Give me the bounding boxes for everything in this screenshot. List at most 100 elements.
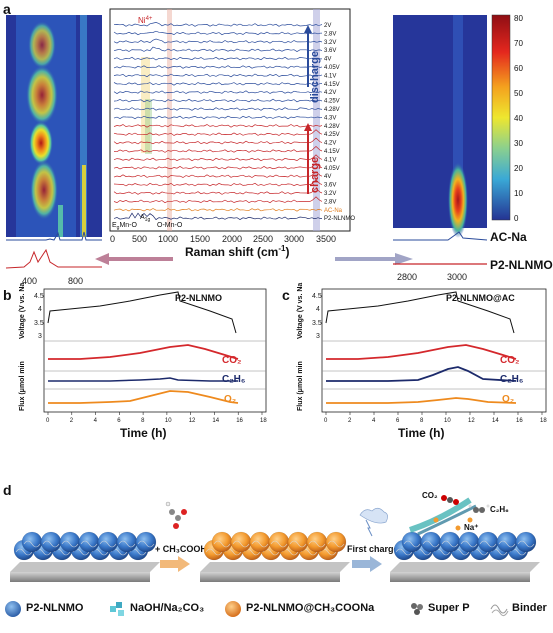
cx-4: 2000 [222,234,242,244]
b-title: P2-NLNMO [175,293,222,303]
c-ylabel-top: Voltage (V vs. Na [297,283,304,339]
left-xtick-1: 800 [68,276,83,286]
raman-trace [113,82,323,86]
particle [420,531,442,553]
raman-trace [113,46,323,53]
trace-label: 4.28V [324,124,340,130]
trace-label: 4.25V [324,132,340,138]
time-tick: 0 [46,418,50,424]
particle [439,531,461,553]
eg-mno: Mn-O [119,222,137,229]
c-xlabel: Time (h) [398,426,444,440]
raman-trace [113,129,323,136]
time-tick: 14 [212,418,219,424]
legend-ac: P2-NLNMO@CH₃COONa [246,602,375,614]
raman-trace [113,124,323,128]
panel-b-plot: P2-NLNMO CO₂ C₂H₆ O₂ 4.5 4 3.5 3 Voltage… [19,283,267,440]
rx-1: 3000 [447,272,467,282]
colorbar-tick: 80 [514,14,523,23]
trace-label: 4.28V [324,107,340,113]
raman-trace [113,171,323,178]
cx-5: 2500 [253,234,273,244]
trace-label: 2V [324,23,331,29]
raman-trace [113,30,323,36]
cx-1: 500 [132,234,147,244]
time-tick: 16 [516,418,523,424]
raman-trace [113,73,323,78]
trace-label: 3.2V [324,40,336,46]
trace-label: 4.15V [324,149,340,155]
raman-trace [113,38,323,44]
cx-2: 1000 [158,234,178,244]
particle [477,531,499,553]
colorbar-tick: 10 [514,189,523,198]
trace-label: 2.8V [324,31,336,37]
right-spectrum-p2: 2800 3000 [393,263,487,282]
legend-binder: Binder [512,602,547,614]
raman-trace [113,56,323,61]
time-tick: 6 [396,418,400,424]
particle [249,531,271,553]
c-title: P2-NLNMO@AC [446,293,515,303]
b-c2h6: C₂H₆ [222,374,245,385]
time-tick: 4 [94,418,98,424]
ni-label-sup: 4+ [146,16,153,22]
particle [230,531,252,553]
raman-trace [113,179,323,187]
ni-label: Ni [138,16,146,25]
c-vt0: 4.5 [312,293,322,300]
cx-0: 0 [110,234,115,244]
c-vt1: 4 [316,306,320,313]
b-vt1: 4 [38,306,42,313]
c-o2: O₂ [502,394,514,405]
time-tick: 4 [372,418,376,424]
trace-label: 4.1V [324,73,336,79]
time-tick: 6 [117,418,121,424]
colorbar-tick: 30 [514,139,523,148]
raman-trace [113,188,323,195]
raman-center-plot: Ni4+ 2V 2.8V 3.2V 3.6V 4V 4.05V 4.1V 4.15V 4.2V 4… [109,8,355,232]
raman-trace [113,137,323,145]
trace-label: 2.8V [324,199,336,205]
c-ylabel-bottom: Flux (μmol min [297,361,304,411]
raman-trace [113,22,323,27]
step2-label: First charge [347,544,399,554]
legend-p2-icon [5,601,21,617]
time-tick: 18 [260,418,267,424]
trace-label: 4.05V [324,166,340,172]
raman-trace [113,146,323,153]
b-ylabel-top: Voltage (V vs. Na [19,283,26,339]
raman-trace [113,115,323,120]
left-heatmap [6,15,102,237]
trace-label: 4V [324,57,331,63]
trace-label: 4.2V [324,90,336,96]
svg-text:EgMn-O: EgMn-O [112,222,138,231]
trace-label: 4.05V [324,65,340,71]
raman-trace [113,212,323,221]
time-tick: 8 [141,418,145,424]
colorbar-tick: 40 [514,114,523,123]
colorbar-tick: 50 [514,89,523,98]
right-heatmap [393,15,487,238]
time-tick: 2 [70,418,74,424]
raman-trace [113,208,323,212]
svg-text:A1g: A1g [140,214,150,223]
time-tick: 10 [444,418,451,424]
raman-trace [113,196,323,204]
particle [21,531,43,553]
trace-label: 4.2V [324,141,336,147]
time-tick: 18 [540,418,547,424]
particle [306,531,328,553]
raman-trace [113,162,323,170]
particle [458,531,480,553]
time-tick: 14 [492,418,499,424]
b-co2: CO₂ [222,355,241,366]
particle [40,531,62,553]
b-o2: O₂ [224,394,236,405]
legend-superp-icon [411,603,423,615]
legend-p2: P2-NLNMO [26,602,84,614]
raman-trace [113,90,323,95]
left-xtick-0: 400 [22,276,37,286]
time-tick: 0 [324,418,328,424]
gas-c2h6: C₂H₆ [490,505,509,514]
